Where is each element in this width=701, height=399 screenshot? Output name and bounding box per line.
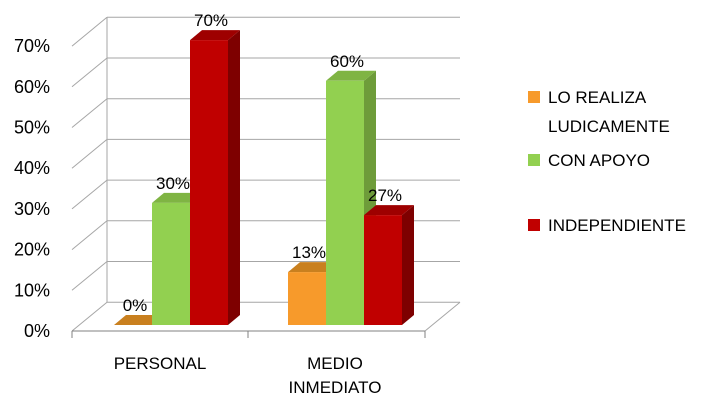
y-tick-label: 10% — [14, 280, 50, 300]
legend: LO REALIZA LUDICAMENTE CON APOYO INDEPENDIE… — [528, 88, 686, 235]
data-label: 70% — [194, 11, 228, 30]
gridline-side — [71, 301, 108, 332]
y-tick-label: 20% — [14, 240, 50, 260]
data-label: 60% — [330, 52, 364, 71]
legend-swatch — [528, 91, 540, 103]
bar — [190, 30, 240, 325]
floor-edge — [424, 301, 461, 332]
legend-swatch — [528, 219, 540, 231]
y-axis-tick-labels: 0% 10% 20% 30% 40% 50% 60% 70% — [14, 36, 50, 341]
category-label: MEDIO — [307, 354, 363, 373]
legend-label: LO REALIZA — [548, 88, 647, 107]
legend-item: CON APOYO — [528, 151, 650, 170]
gridline-side — [71, 220, 108, 250]
bar — [114, 315, 164, 325]
bar-top — [190, 30, 240, 41]
bar-top — [288, 262, 338, 273]
gridline-side — [71, 57, 108, 88]
y-tick-label: 0% — [24, 321, 50, 341]
bar-front — [326, 80, 364, 325]
data-label: 27% — [368, 186, 402, 205]
gridline-side — [71, 261, 108, 291]
legend-item: LO REALIZA LUDICAMENTE — [528, 88, 670, 136]
bar-top — [114, 315, 164, 325]
bar-side — [228, 30, 240, 325]
legend-label: INDEPENDIENTE — [548, 216, 686, 235]
gridline-side — [71, 16, 108, 47]
data-label: 30% — [156, 174, 190, 193]
category-label: INMEDIATO — [289, 378, 382, 397]
legend-label: CON APOYO — [548, 151, 650, 170]
gridline-side — [71, 139, 108, 169]
bar — [364, 205, 414, 325]
y-tick-label: 30% — [14, 199, 50, 219]
bar-top — [364, 205, 414, 216]
y-tick-label: 40% — [14, 158, 50, 178]
bar-front — [364, 215, 402, 325]
y-tick-label: 60% — [14, 77, 50, 97]
legend-label: LUDICAMENTE — [548, 117, 670, 136]
data-labels: 0% 30% 70% 13% 60% 27% — [123, 11, 402, 315]
bar-front — [152, 202, 190, 325]
x-axis-category-labels: PERSONAL MEDIO INMEDIATO — [114, 354, 382, 397]
category-label: PERSONAL — [114, 354, 207, 373]
bar-front — [190, 40, 228, 325]
data-label: 0% — [123, 296, 148, 315]
bar-side — [402, 205, 414, 325]
bar-front — [288, 272, 326, 325]
gridline-side — [71, 179, 108, 210]
bar-top — [152, 192, 202, 203]
legend-swatch — [528, 154, 540, 166]
y-tick-label: 50% — [14, 118, 50, 138]
gridline-side — [71, 98, 108, 128]
legend-item: INDEPENDIENTE — [528, 216, 686, 235]
bar — [326, 70, 376, 325]
y-tick-label: 70% — [14, 36, 50, 56]
data-label: 13% — [292, 243, 326, 262]
bar-top — [326, 70, 376, 81]
bars — [114, 30, 414, 325]
